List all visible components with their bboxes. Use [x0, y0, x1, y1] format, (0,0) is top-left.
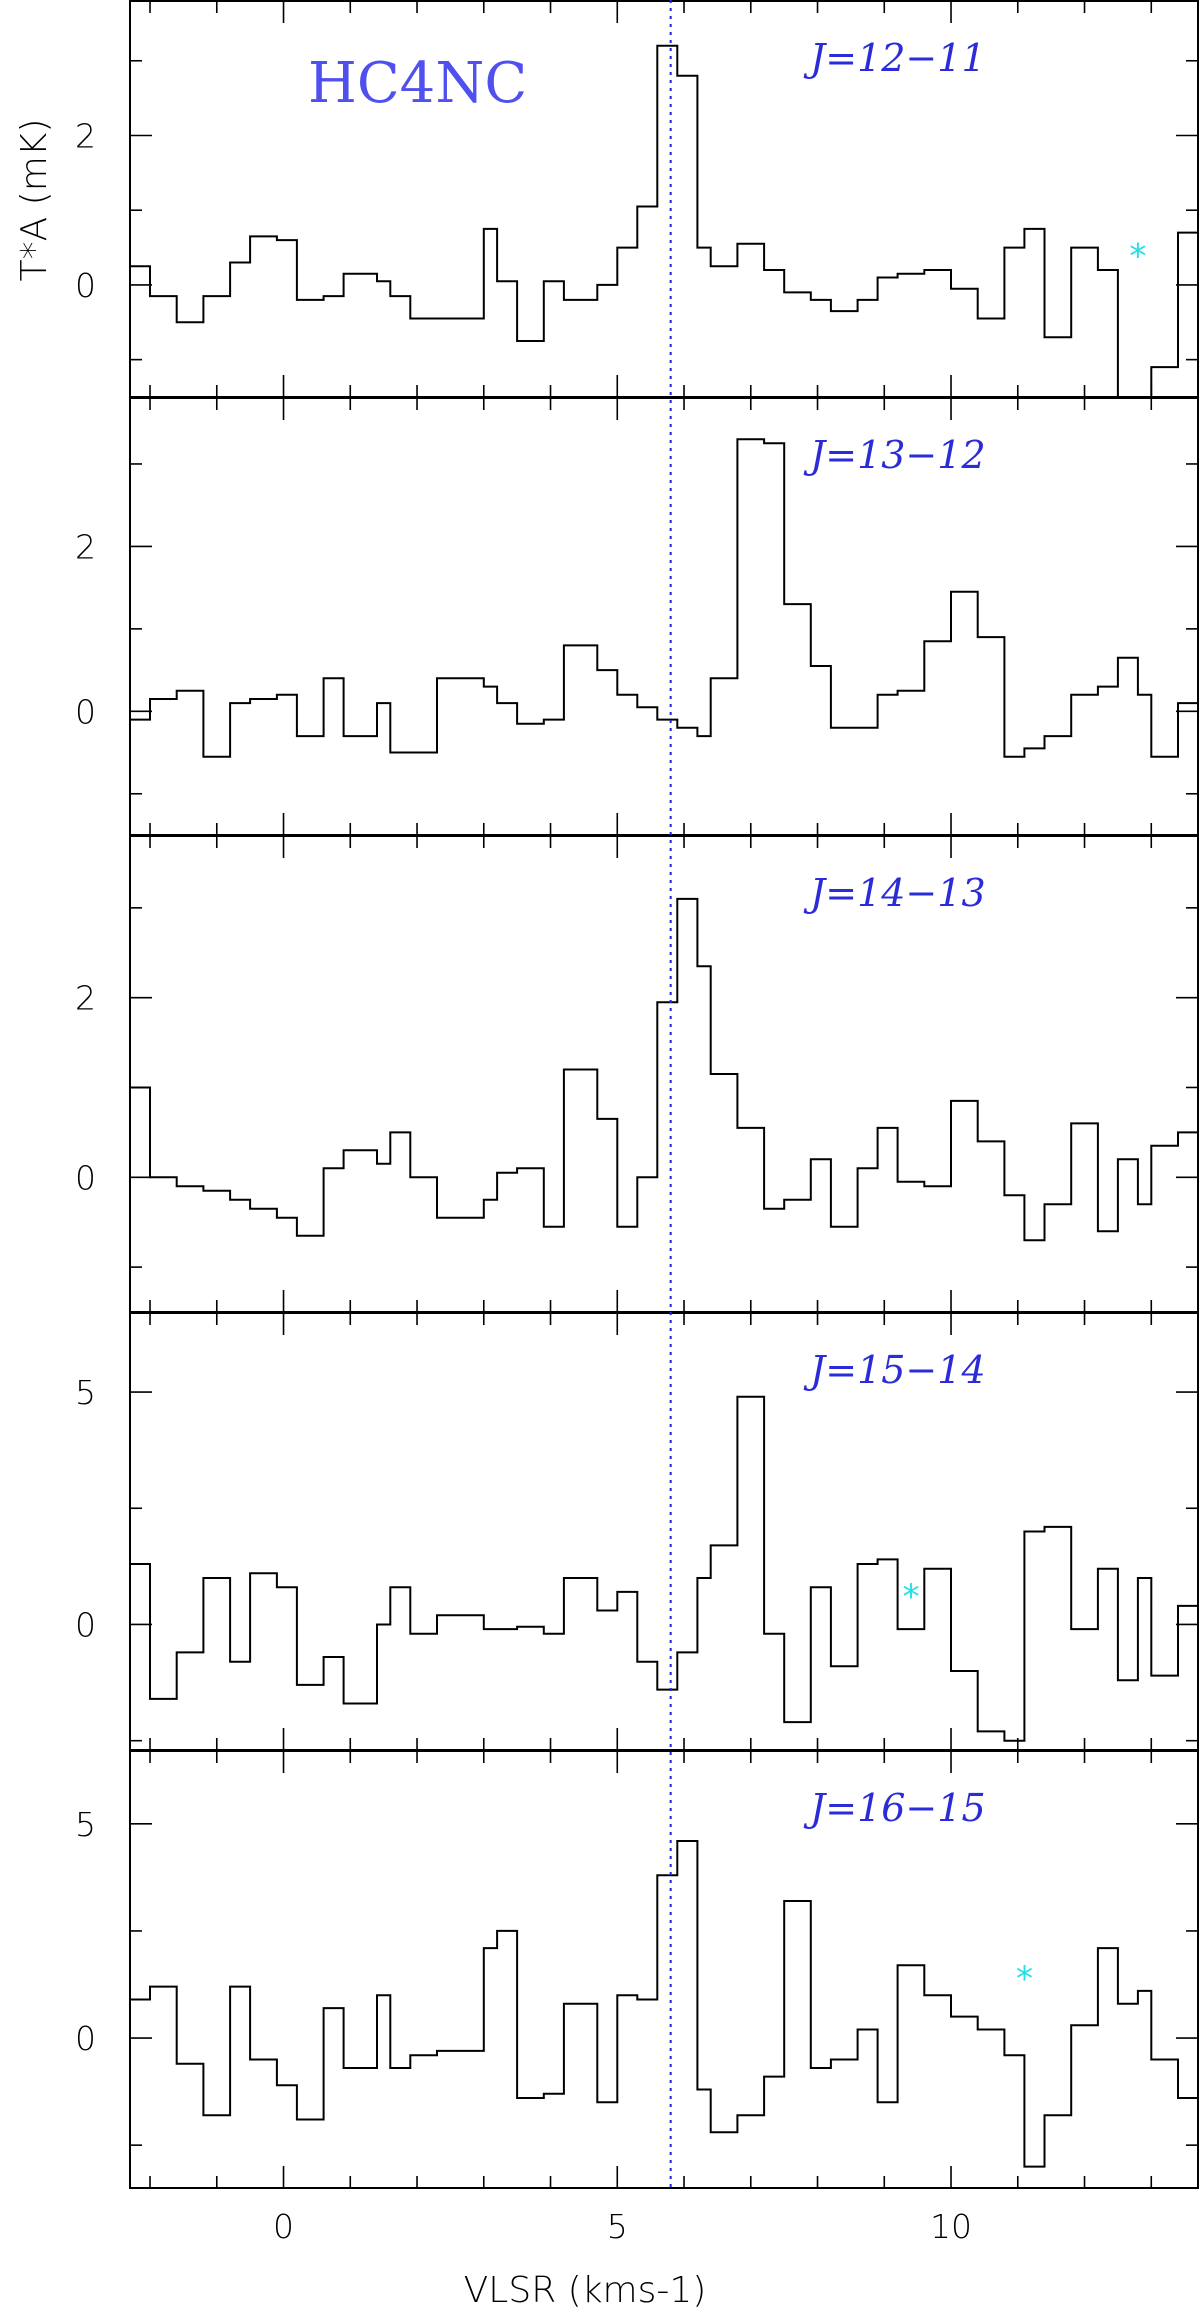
y-tick-label: 2 [75, 116, 96, 155]
panel: 0 5 J=15−14 * [75, 1312, 1199, 1751]
feature-star-marker: * [1129, 236, 1146, 276]
transition-label: J=12−11 [803, 36, 986, 80]
transition-label: J=13−12 [803, 433, 986, 477]
spectrum-line [130, 438, 1198, 758]
panel: 0 2 J=12−11 * [75, 0, 1199, 398]
x-tick-label: 10 [930, 2207, 972, 2246]
spectrum-line [130, 1395, 1198, 1742]
x-tick-label: 0 [273, 2207, 294, 2246]
panel: 0 2 J=13−12 [75, 397, 1199, 836]
panel: 0 2 J=14−13 [75, 835, 1199, 1313]
panel: 0 5 J=16−15 * [75, 1750, 1199, 2189]
y-tick-label: 0 [75, 692, 96, 731]
y-tick-label: 2 [75, 979, 96, 1018]
chart-title: HC4NC [308, 51, 527, 116]
y-axis-label: T*A (mK) [14, 119, 55, 282]
y-tick-label: 0 [75, 1158, 96, 1197]
panel-frame [129, 0, 1199, 398]
y-tick-label: 0 [75, 1605, 96, 1644]
y-tick-label: 5 [75, 1805, 96, 1844]
y-tick-label: 2 [75, 527, 96, 566]
spectrum-line [130, 897, 1198, 1242]
feature-star-marker: * [902, 1577, 919, 1617]
y-tick-label: 0 [75, 266, 96, 305]
panel-frame [129, 1750, 1199, 2189]
transition-label: J=14−13 [803, 871, 986, 915]
transition-label: J=16−15 [803, 1786, 986, 1830]
spectrum-line [130, 44, 1198, 398]
x-axis-label: VLSR (kms-1) [464, 2270, 707, 2311]
x-tick-labels: 0 5 10 [273, 2207, 972, 2246]
transition-label: J=15−14 [803, 1348, 986, 1392]
y-tick-label: 5 [75, 1373, 96, 1412]
spectra-panels: 0 2 J=12−11 * 0 2 J=13−12 0 2 J=14−13 0 5 J=15−14 * 0 5… [75, 0, 1199, 2189]
panel-frame [129, 397, 1199, 836]
feature-star-marker: * [1016, 1959, 1033, 1999]
y-tick-label: 0 [75, 2019, 96, 2058]
spectrum-line [130, 1840, 1198, 2168]
x-tick-label: 5 [607, 2207, 628, 2246]
